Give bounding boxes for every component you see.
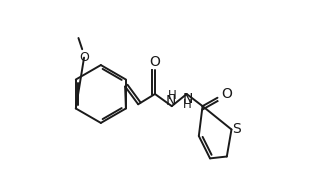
Text: S: S [232, 121, 241, 136]
Text: N: N [182, 92, 193, 106]
Text: H: H [168, 89, 177, 102]
Text: H: H [183, 98, 192, 111]
Text: O: O [79, 51, 89, 64]
Text: N: N [166, 94, 176, 108]
Text: O: O [150, 55, 161, 69]
Text: O: O [221, 87, 232, 101]
